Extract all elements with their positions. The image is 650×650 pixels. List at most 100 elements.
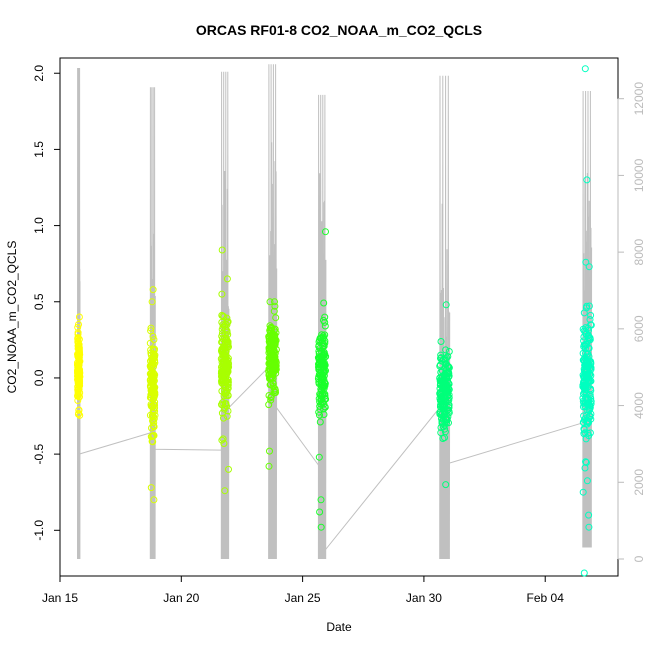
data-point-outlier — [322, 228, 329, 236]
data-point — [266, 371, 273, 379]
data-point — [149, 438, 157, 446]
data-point — [147, 346, 155, 354]
data-point — [222, 366, 230, 374]
data-point — [272, 389, 279, 397]
data-point-outlier — [442, 481, 450, 489]
data-point — [318, 348, 326, 356]
data-point — [441, 355, 449, 363]
data-point-outlier — [218, 246, 226, 254]
data-point — [224, 407, 232, 415]
y-tick-label: -0.5 — [32, 443, 46, 464]
data-point — [437, 408, 444, 416]
data-point — [265, 401, 273, 409]
data-point — [315, 360, 323, 368]
data-point — [147, 433, 155, 441]
data-point-outlier — [581, 65, 589, 73]
data-point — [316, 418, 324, 426]
data-point — [74, 365, 82, 372]
data-point-outlier — [221, 487, 229, 495]
data-point — [75, 376, 83, 384]
data-point — [437, 338, 445, 345]
data-point — [436, 395, 444, 403]
data-point — [271, 366, 279, 374]
data-point — [582, 330, 590, 338]
data-point — [271, 361, 279, 368]
data-point — [272, 336, 280, 344]
data-point — [146, 411, 154, 419]
data-point — [436, 409, 444, 417]
data-point-outlier — [585, 523, 593, 531]
data-point — [74, 397, 82, 404]
data-point — [441, 370, 449, 378]
data-point — [585, 344, 593, 352]
data-point — [149, 382, 157, 390]
data-point — [322, 353, 330, 361]
y2-tick-label: 2000 — [632, 469, 646, 496]
data-point — [266, 349, 274, 357]
data-point — [150, 423, 158, 431]
data-point — [583, 411, 591, 419]
data-point — [269, 330, 277, 338]
data-point — [74, 323, 82, 331]
data-point — [587, 311, 595, 319]
data-point — [225, 343, 232, 351]
data-point — [586, 429, 594, 437]
data-point — [223, 412, 231, 420]
data-point-outlier — [316, 508, 324, 516]
data-point-outlier — [271, 302, 279, 310]
data-point — [438, 415, 445, 423]
data-point — [148, 369, 156, 377]
data-point — [219, 435, 227, 443]
data-point — [580, 356, 588, 364]
data-point — [583, 302, 591, 310]
data-point — [151, 401, 159, 409]
data-point — [321, 322, 329, 330]
data-point — [76, 366, 84, 374]
data-point — [269, 380, 277, 388]
data-point-outlier — [317, 496, 325, 504]
data-point — [586, 402, 594, 410]
data-point — [74, 330, 82, 338]
data-point — [146, 339, 154, 347]
data-point — [444, 362, 452, 370]
data-point — [321, 313, 329, 321]
data-point — [150, 353, 157, 361]
data-point-outlier — [150, 496, 158, 504]
data-point — [75, 385, 83, 393]
data-point-outlier — [223, 275, 231, 283]
data-point — [148, 372, 156, 380]
altitude-spike — [439, 75, 451, 560]
data-point — [442, 346, 450, 354]
y-tick-label: 1.5 — [32, 141, 46, 158]
data-point-outlier — [580, 569, 588, 577]
data-point — [75, 406, 83, 414]
data-point — [321, 392, 329, 400]
data-point — [316, 411, 323, 419]
data-point — [581, 345, 589, 353]
y2-tick-label: 12000 — [632, 82, 646, 116]
data-point — [150, 336, 158, 344]
data-point — [267, 396, 275, 404]
data-point — [267, 393, 275, 401]
data-point — [222, 334, 230, 342]
data-point — [320, 342, 328, 350]
x-axis-label: Date — [326, 620, 352, 634]
data-point — [223, 327, 231, 335]
data-point — [441, 395, 449, 403]
altitude-spike — [77, 67, 81, 560]
data-point-outlier — [582, 258, 590, 266]
data-point — [580, 425, 588, 433]
data-point-outlier — [265, 462, 273, 470]
data-point — [584, 332, 592, 340]
data-point — [586, 405, 594, 413]
plot-frame — [59, 57, 619, 577]
data-point — [148, 386, 156, 394]
data-point — [443, 389, 451, 397]
data-point — [266, 298, 274, 306]
data-point — [268, 373, 276, 381]
data-point-outlier — [149, 286, 157, 294]
data-point — [580, 430, 588, 438]
data-point — [76, 393, 83, 401]
data-point — [442, 384, 450, 391]
